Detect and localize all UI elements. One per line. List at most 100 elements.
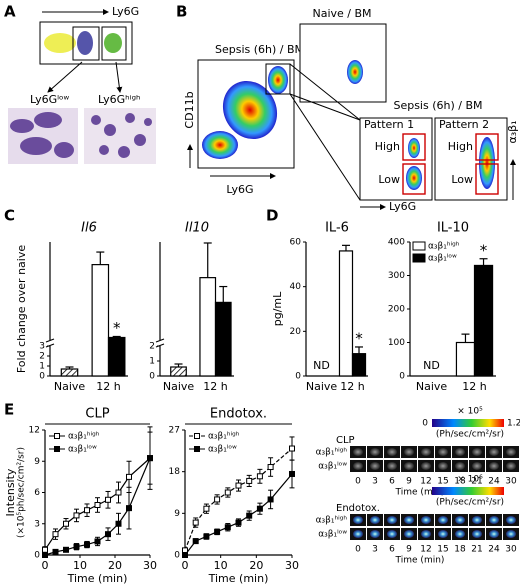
signal — [387, 462, 397, 470]
marker — [256, 505, 263, 512]
annotation: ND — [313, 359, 330, 372]
color-bar — [432, 487, 504, 495]
signal — [387, 448, 397, 456]
x-tick-label: 10 — [214, 559, 228, 572]
bar — [199, 277, 217, 377]
signal — [455, 516, 465, 524]
population — [104, 33, 122, 53]
gate-label: High — [448, 140, 473, 153]
signal — [455, 530, 465, 538]
signal — [404, 448, 414, 456]
time-label: 9 — [406, 545, 412, 555]
signal — [455, 462, 465, 470]
cells — [10, 112, 152, 158]
time-label: 21 — [471, 477, 482, 487]
scale-factor: × 10⁶ — [457, 475, 483, 485]
time-label: 21 — [471, 545, 482, 555]
y-tick-label: 18 — [169, 467, 181, 477]
signal — [421, 530, 431, 538]
signal — [472, 462, 482, 470]
x-tick-label: 0 — [182, 559, 189, 572]
y-tick-label: 3 — [34, 519, 40, 529]
y-tick-label: 400 — [388, 238, 405, 248]
y-tick-label: 9 — [34, 457, 40, 467]
legend-label: α₃β₁ʰⁱᵍʰ — [208, 432, 240, 442]
marker — [115, 520, 122, 527]
marker — [52, 548, 59, 555]
x-tick-label: Naive — [163, 380, 195, 393]
marker — [289, 470, 295, 477]
x-tick-label: Naive — [54, 380, 86, 393]
series-line — [184, 473, 293, 556]
y-tick-label: 2 — [149, 342, 155, 352]
marker — [182, 552, 188, 558]
gate — [475, 133, 499, 161]
time-label: 24 — [488, 477, 500, 487]
bar — [107, 336, 126, 377]
time-label: 6 — [389, 477, 395, 487]
chart-title: IL-10 — [437, 221, 469, 236]
bar — [338, 250, 354, 377]
signal — [472, 448, 482, 456]
marker — [52, 531, 59, 538]
marker — [42, 552, 48, 558]
time-label: 0 — [355, 545, 361, 555]
bar — [351, 353, 367, 377]
y-tick-label: 300 — [388, 271, 405, 281]
gate — [265, 63, 291, 95]
signal — [438, 448, 448, 456]
y-tick-label: 1 — [39, 362, 45, 372]
bar — [473, 264, 494, 377]
x-axis-label: Time (min) — [395, 488, 445, 498]
x-tick-label: 30 — [285, 559, 299, 572]
image-title: Endotox. — [336, 503, 380, 514]
scale-factor: × 10⁵ — [457, 407, 483, 417]
legend-label: α₃β₁ˡᵒʷ — [208, 445, 237, 455]
marker — [94, 538, 101, 545]
x-tick-label: 12 h — [96, 380, 120, 393]
signal — [506, 462, 516, 470]
signal — [438, 516, 448, 524]
signal — [370, 530, 380, 538]
flow-plot — [434, 117, 508, 201]
x-axis-label: Time (min) — [67, 572, 128, 585]
legend-label: α₃β₁ˡᵒʷ — [428, 254, 457, 264]
marker — [84, 507, 90, 514]
signal — [404, 530, 414, 538]
panel-label: A — [4, 3, 16, 21]
time-label: 6 — [389, 545, 395, 555]
chart-title: Endotox. — [210, 407, 267, 422]
y-tick-label: 200 — [388, 305, 405, 315]
legend-marker — [54, 446, 60, 452]
bar — [214, 301, 232, 377]
signal — [421, 516, 431, 524]
marker — [203, 505, 210, 512]
y-tick-label: 40 — [290, 282, 302, 292]
population — [347, 60, 363, 84]
flow-plot — [299, 23, 387, 103]
signal — [387, 530, 397, 538]
annotation: ND — [423, 359, 440, 372]
x-tick-label: 30 — [143, 559, 157, 572]
population — [479, 137, 495, 189]
signal — [353, 462, 363, 470]
signal — [506, 448, 516, 456]
signal — [506, 530, 516, 538]
x-tick-label: Naive — [416, 380, 448, 393]
x-tick-label: 12 h — [203, 380, 227, 393]
color-bar — [432, 419, 504, 427]
x-axis-label: Time (min) — [208, 572, 269, 585]
signal — [506, 516, 516, 524]
x-axis-label: Time (min) — [395, 556, 445, 566]
zoom-line — [289, 93, 361, 121]
population — [44, 33, 76, 53]
series-line — [44, 457, 151, 551]
time-label: 30 — [505, 477, 517, 487]
signal — [353, 448, 363, 456]
marker — [224, 489, 231, 496]
y-tick-label: 9 — [174, 509, 180, 519]
signal — [353, 516, 363, 524]
chart-title: Il10 — [185, 221, 209, 236]
signal — [404, 516, 414, 524]
signal — [370, 516, 380, 524]
